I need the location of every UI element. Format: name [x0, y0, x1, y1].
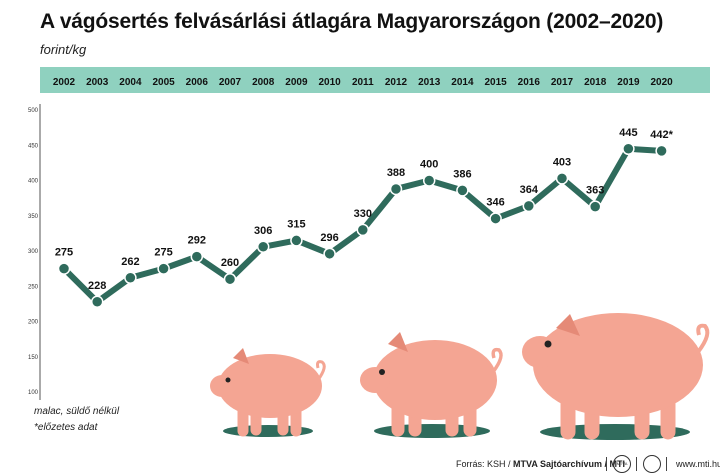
data-label: 388 [387, 167, 405, 179]
data-label: 260 [221, 257, 239, 269]
data-label: 400 [420, 159, 438, 171]
data-label: 275 [55, 247, 73, 259]
source-url: www.mti.hu [676, 459, 720, 469]
x-tick-label: 2017 [551, 77, 574, 88]
y-tick-label: 300 [28, 249, 39, 255]
x-tick-label: 2003 [86, 77, 109, 88]
data-label: 346 [486, 197, 504, 209]
data-label: 330 [354, 208, 372, 220]
data-point [157, 262, 170, 275]
x-tick-label: 2007 [219, 77, 242, 88]
separator [606, 457, 607, 471]
y-tick-label: 150 [28, 355, 39, 361]
data-label: 275 [154, 247, 172, 259]
x-tick-label: 2015 [484, 77, 507, 88]
data-label: 445 [619, 127, 637, 139]
footnotes: malac, süldő nélkül *előzetes adat [34, 404, 119, 436]
y-tick-label: 350 [28, 214, 39, 220]
x-tick-label: 2014 [451, 77, 474, 88]
data-label: 262 [121, 256, 139, 268]
y-tick-label: 500 [28, 108, 39, 114]
data-label: 292 [188, 235, 206, 247]
data-label: 296 [320, 232, 338, 244]
x-tick-label: 2016 [518, 77, 541, 88]
data-point [622, 142, 635, 156]
data-point [356, 223, 370, 237]
mtva-logo: MTVA [613, 455, 631, 473]
x-tick-label: 2010 [318, 77, 341, 88]
data-point [389, 182, 403, 196]
pig-medium-illustration [360, 332, 503, 438]
x-tick-label: 2011 [352, 77, 374, 88]
y-tick-label: 400 [28, 179, 39, 185]
data-label: 228 [88, 280, 106, 292]
data-point [124, 271, 137, 285]
x-tick-label: 2012 [385, 77, 408, 88]
y-tick-label: 100 [28, 390, 39, 396]
data-point [223, 272, 237, 286]
data-point [588, 200, 602, 213]
mti-logo-icon [643, 455, 661, 473]
pig-small-illustration [210, 348, 326, 437]
x-tick-label: 2009 [285, 77, 308, 88]
data-point [290, 234, 303, 247]
source-org: MTVA Sajtóarchívum / MTI [513, 459, 626, 469]
data-point [323, 247, 336, 261]
y-tick-label: 450 [28, 143, 39, 149]
x-tick-label: 2005 [152, 77, 175, 88]
data-point [90, 295, 104, 309]
data-label: 315 [287, 218, 305, 230]
note-preliminary: *előzetes adat [34, 422, 98, 433]
source-line: Forrás: KSH / MTVA Sajtóarchívum / MTI [456, 459, 625, 469]
data-label: 403 [553, 156, 571, 168]
x-tick-label: 2006 [186, 77, 209, 88]
data-point [655, 144, 668, 158]
x-tick-label: 2018 [584, 77, 607, 88]
pig-large-illustration [522, 313, 710, 440]
x-tick-label: 2004 [119, 77, 142, 88]
y-tick-label: 200 [28, 320, 39, 326]
data-point [522, 199, 536, 213]
chart-title: A vágósertés felvásárlási átlagára Magya… [40, 10, 664, 33]
x-tick-label: 2019 [617, 77, 640, 88]
data-label: 306 [254, 225, 272, 237]
x-tick-label: 2002 [53, 77, 76, 88]
unit-label: forint/kg [40, 42, 87, 57]
data-label: 364 [520, 184, 539, 196]
y-tick-label: 250 [28, 284, 39, 290]
separator [636, 457, 637, 471]
data-label: 386 [453, 168, 471, 180]
separator [666, 457, 667, 471]
data-label: 363 [586, 185, 604, 197]
data-point [456, 184, 469, 197]
source-prefix: Forrás: KSH / [456, 459, 514, 469]
data-point [555, 172, 569, 185]
year-band [40, 67, 710, 93]
data-point [57, 262, 71, 275]
data-label: 442* [650, 129, 673, 141]
data-point [422, 174, 436, 187]
data-point [190, 250, 204, 263]
data-point [256, 240, 270, 254]
x-tick-label: 2020 [650, 77, 673, 88]
note-piglet: malac, süldő nélkül [34, 406, 120, 417]
x-tick-label: 2008 [252, 77, 275, 88]
x-tick-label: 2013 [418, 77, 441, 88]
data-point [489, 212, 502, 225]
